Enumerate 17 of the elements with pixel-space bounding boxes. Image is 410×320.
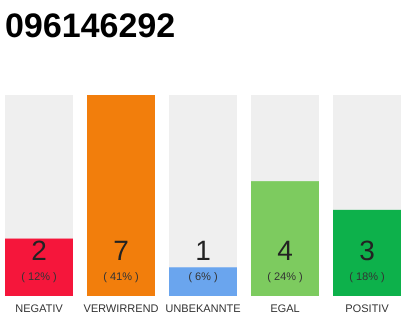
data-label: 1 [195,234,211,266]
bar [169,267,237,296]
annotation: ( 12% ) [21,270,57,283]
chart-title: 096146292 [5,7,176,45]
x-tick-label: VERWIRREND [84,303,159,315]
annotation: ( 41% ) [103,270,139,283]
data-label: 7 [113,234,129,266]
x-tick-label: UNBEKANNTE [165,303,241,315]
x-tick-label: NEGATIV [15,303,64,315]
x-tick-label: EGAL [270,303,300,315]
annotation: ( 6% ) [188,270,218,283]
data-label: 3 [359,234,375,266]
x-tick-label: POSITIV [345,303,390,315]
annotation: ( 24% ) [267,270,303,283]
data-label: 2 [31,234,47,266]
data-label: 4 [277,234,293,266]
annotation: ( 18% ) [349,270,385,283]
